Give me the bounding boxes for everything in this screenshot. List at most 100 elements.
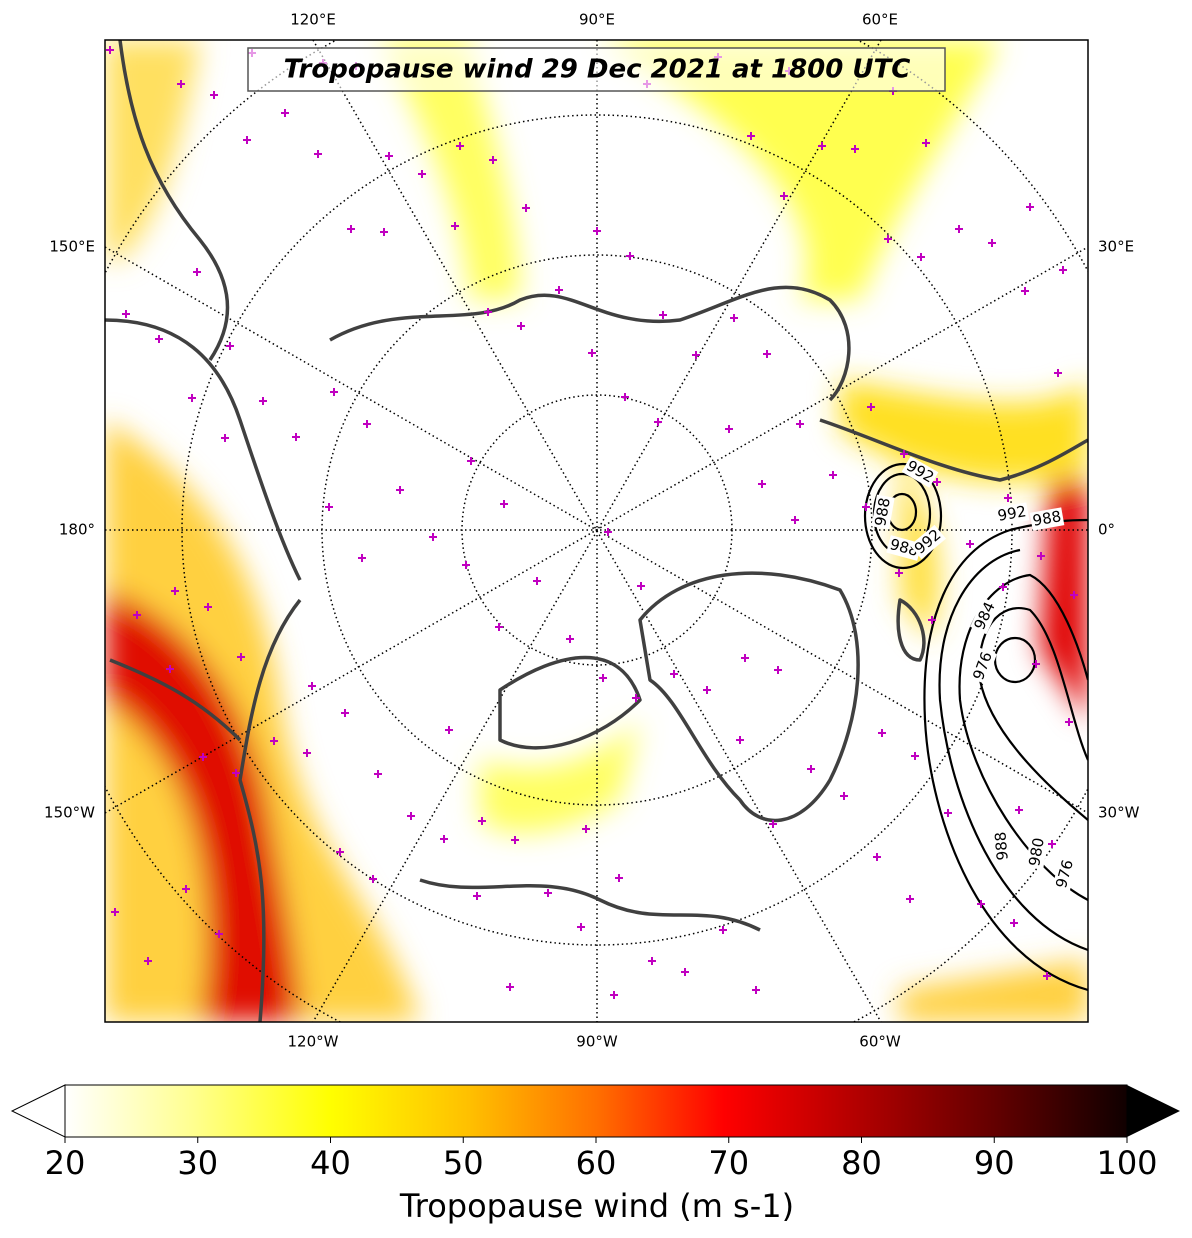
station-marker	[555, 286, 563, 294]
station-marker	[380, 228, 388, 236]
station-marker	[522, 204, 530, 212]
station-marker	[933, 478, 941, 486]
longitude-label: 90°W	[576, 1033, 618, 1051]
colorbar-label: Tropopause wind (m s-1)	[399, 1187, 794, 1225]
station-marker	[593, 227, 601, 235]
station-marker	[1048, 840, 1056, 848]
station-marker	[796, 420, 804, 428]
station-marker	[374, 770, 382, 778]
station-marker	[1015, 806, 1023, 814]
station-marker	[895, 569, 903, 577]
station-marker	[900, 450, 908, 458]
station-marker	[396, 486, 404, 494]
colorbar-tick-label: 60	[576, 1144, 617, 1182]
colorbar-tick-label: 50	[443, 1144, 484, 1182]
contour-label-bg	[1029, 507, 1065, 531]
station-marker	[1054, 369, 1062, 377]
station-marker	[533, 577, 541, 585]
station-marker	[670, 670, 678, 678]
station-marker	[1059, 266, 1067, 274]
station-marker	[884, 235, 892, 243]
station-marker	[1032, 660, 1040, 668]
station-marker	[654, 418, 662, 426]
coastlines	[105, 40, 1088, 1022]
station-marker	[467, 457, 475, 465]
station-marker	[1070, 591, 1078, 599]
longitude-label: 0°	[1098, 521, 1115, 539]
station-marker	[840, 792, 848, 800]
station-marker	[1065, 718, 1073, 726]
station-marker	[330, 388, 338, 396]
station-marker	[292, 433, 300, 441]
longitude-label: 120°W	[288, 1033, 339, 1051]
station-marker	[243, 136, 251, 144]
station-marker	[626, 252, 634, 260]
station-marker	[308, 682, 316, 690]
station-marker	[818, 142, 826, 150]
station-marker	[999, 583, 1007, 591]
station-marker	[106, 46, 114, 54]
station-marker	[210, 91, 218, 99]
station-marker	[363, 420, 371, 428]
contour-label: 992	[996, 502, 1027, 525]
station-marker	[144, 957, 152, 965]
station-marker	[237, 653, 245, 661]
colorbar-under	[10, 1084, 66, 1138]
station-marker	[599, 674, 607, 682]
station-marker	[221, 434, 229, 442]
longitude-label: 60°W	[859, 1033, 901, 1051]
station-marker	[489, 156, 497, 164]
station-marker	[681, 968, 689, 976]
station-marker	[193, 268, 201, 276]
station-marker	[659, 311, 667, 319]
colorbar-tick-label: 30	[177, 1144, 218, 1182]
station-marker	[303, 749, 311, 757]
longitude-label: 120°E	[290, 11, 336, 29]
colorbar-tick-label: 90	[974, 1144, 1015, 1182]
station-marker	[632, 694, 640, 702]
station-marker	[407, 812, 415, 820]
station-marker	[182, 885, 190, 893]
station-marker	[347, 225, 355, 233]
station-marker	[325, 503, 333, 511]
station-marker	[878, 729, 886, 737]
station-marker	[341, 709, 349, 717]
station-marker	[440, 835, 448, 843]
longitude-label: 30°W	[1098, 804, 1140, 822]
station-marker	[566, 635, 574, 643]
station-marker	[418, 170, 426, 178]
station-marker	[763, 350, 771, 358]
contour-label-bg	[1025, 834, 1049, 870]
station-marker	[177, 80, 185, 88]
station-marker	[873, 853, 881, 861]
station-marker	[747, 132, 755, 140]
station-marker	[215, 930, 223, 938]
station-marker	[369, 875, 377, 883]
longitude-label: 60°E	[862, 11, 898, 29]
station-marker	[582, 825, 590, 833]
station-marker	[719, 926, 727, 934]
contour-label-bg	[994, 502, 1030, 526]
station-marker	[456, 142, 464, 150]
station-marker	[648, 957, 656, 965]
station-marker	[1037, 552, 1045, 560]
longitude-label: 180°	[59, 521, 95, 539]
station-markers	[106, 46, 1078, 999]
station-marker	[259, 397, 267, 405]
colorbar-over	[1127, 1085, 1180, 1137]
station-marker	[862, 503, 870, 511]
station-marker	[769, 820, 777, 828]
contour-label-bg	[886, 535, 922, 561]
contour-label-bg	[969, 647, 997, 685]
station-marker	[281, 109, 289, 117]
station-marker	[358, 554, 366, 562]
station-marker	[495, 623, 503, 631]
station-marker	[741, 654, 749, 662]
contour-label: 980	[1025, 836, 1048, 867]
contour-label-bg	[909, 524, 947, 560]
station-marker	[867, 403, 875, 411]
station-marker	[988, 239, 996, 247]
station-marker	[917, 253, 925, 261]
